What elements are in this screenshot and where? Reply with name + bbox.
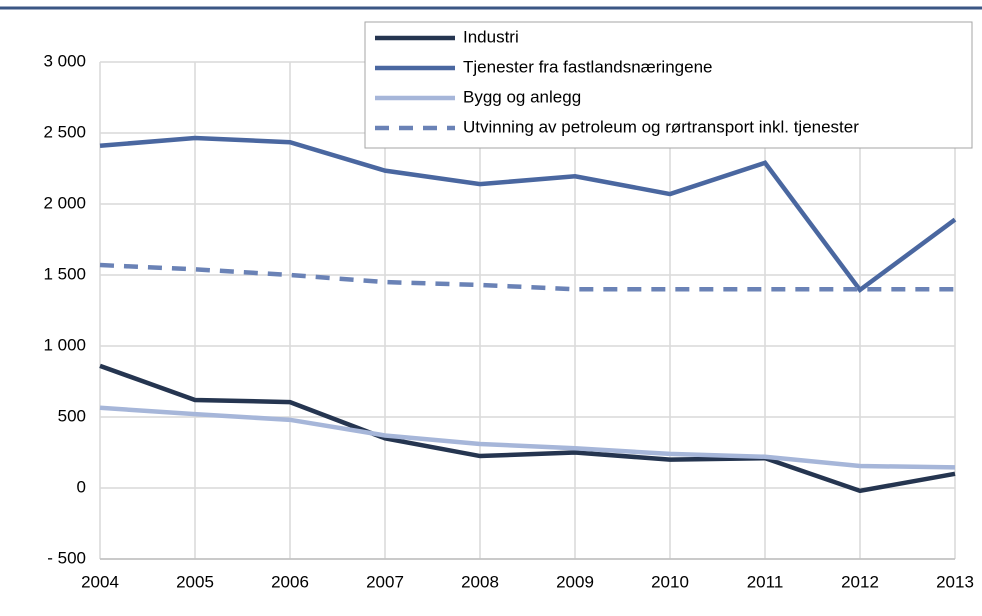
x-tick-label: 2012 xyxy=(841,572,879,591)
y-tick-label: 500 xyxy=(58,406,86,425)
x-tick-label: 2008 xyxy=(461,572,499,591)
legend-label: Bygg og anlegg xyxy=(463,87,581,106)
series-line xyxy=(99,135,957,294)
y-tick-label: 1 500 xyxy=(43,264,86,283)
x-tick-label: 2006 xyxy=(271,572,309,591)
series-line xyxy=(99,405,956,470)
legend-label: Tjenester fra fastlandsnæringene xyxy=(463,57,712,76)
legend-label: Industri xyxy=(463,27,519,46)
y-tick-label: 2 500 xyxy=(43,122,86,141)
x-tick-label: 2005 xyxy=(176,572,214,591)
legend-box xyxy=(364,21,973,149)
series-line xyxy=(99,262,955,292)
x-tick-label: 2009 xyxy=(556,572,594,591)
y-tick-label: 0 xyxy=(77,477,86,496)
y-tick-label: 2 000 xyxy=(43,193,86,212)
x-tick-label: 2011 xyxy=(747,572,784,591)
y-tick-label: - 500 xyxy=(47,548,86,567)
y-tick-label: 3 000 xyxy=(43,51,86,70)
x-tick-label: 2013 xyxy=(936,572,974,591)
series-line xyxy=(99,363,956,494)
x-tick-label: 2010 xyxy=(651,572,689,591)
x-tick-label: 2007 xyxy=(366,572,404,591)
x-tick-label: 2004 xyxy=(81,572,119,591)
legend-label: Utvinning av petroleum og rørtransport i… xyxy=(463,117,859,136)
y-tick-label: 1 000 xyxy=(43,335,86,354)
